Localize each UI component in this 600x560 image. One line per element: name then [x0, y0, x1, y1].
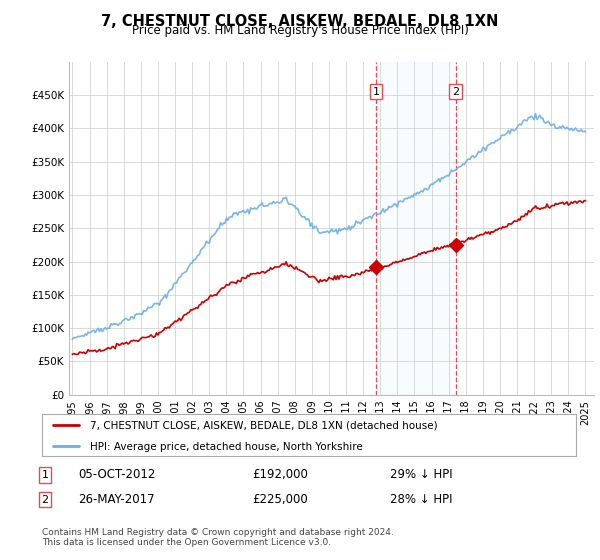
Text: 1: 1	[41, 470, 49, 480]
Text: £225,000: £225,000	[252, 493, 308, 506]
Text: 7, CHESTNUT CLOSE, AISKEW, BEDALE, DL8 1XN: 7, CHESTNUT CLOSE, AISKEW, BEDALE, DL8 1…	[101, 14, 499, 29]
Text: 28% ↓ HPI: 28% ↓ HPI	[390, 493, 452, 506]
Text: 2: 2	[452, 87, 460, 96]
Text: Price paid vs. HM Land Registry's House Price Index (HPI): Price paid vs. HM Land Registry's House …	[131, 24, 469, 37]
Bar	[376, 62, 456, 395]
Text: 26-MAY-2017: 26-MAY-2017	[78, 493, 155, 506]
Text: 2: 2	[41, 494, 49, 505]
Text: 29% ↓ HPI: 29% ↓ HPI	[390, 468, 452, 482]
Text: HPI: Average price, detached house, North Yorkshire: HPI: Average price, detached house, Nort…	[90, 442, 363, 452]
Text: 05-OCT-2012: 05-OCT-2012	[78, 468, 155, 482]
Text: 1: 1	[373, 87, 379, 96]
Text: 7, CHESTNUT CLOSE, AISKEW, BEDALE, DL8 1XN (detached house): 7, CHESTNUT CLOSE, AISKEW, BEDALE, DL8 1…	[90, 421, 437, 431]
Text: Contains HM Land Registry data © Crown copyright and database right 2024.
This d: Contains HM Land Registry data © Crown c…	[42, 528, 394, 547]
Text: £192,000: £192,000	[252, 468, 308, 482]
